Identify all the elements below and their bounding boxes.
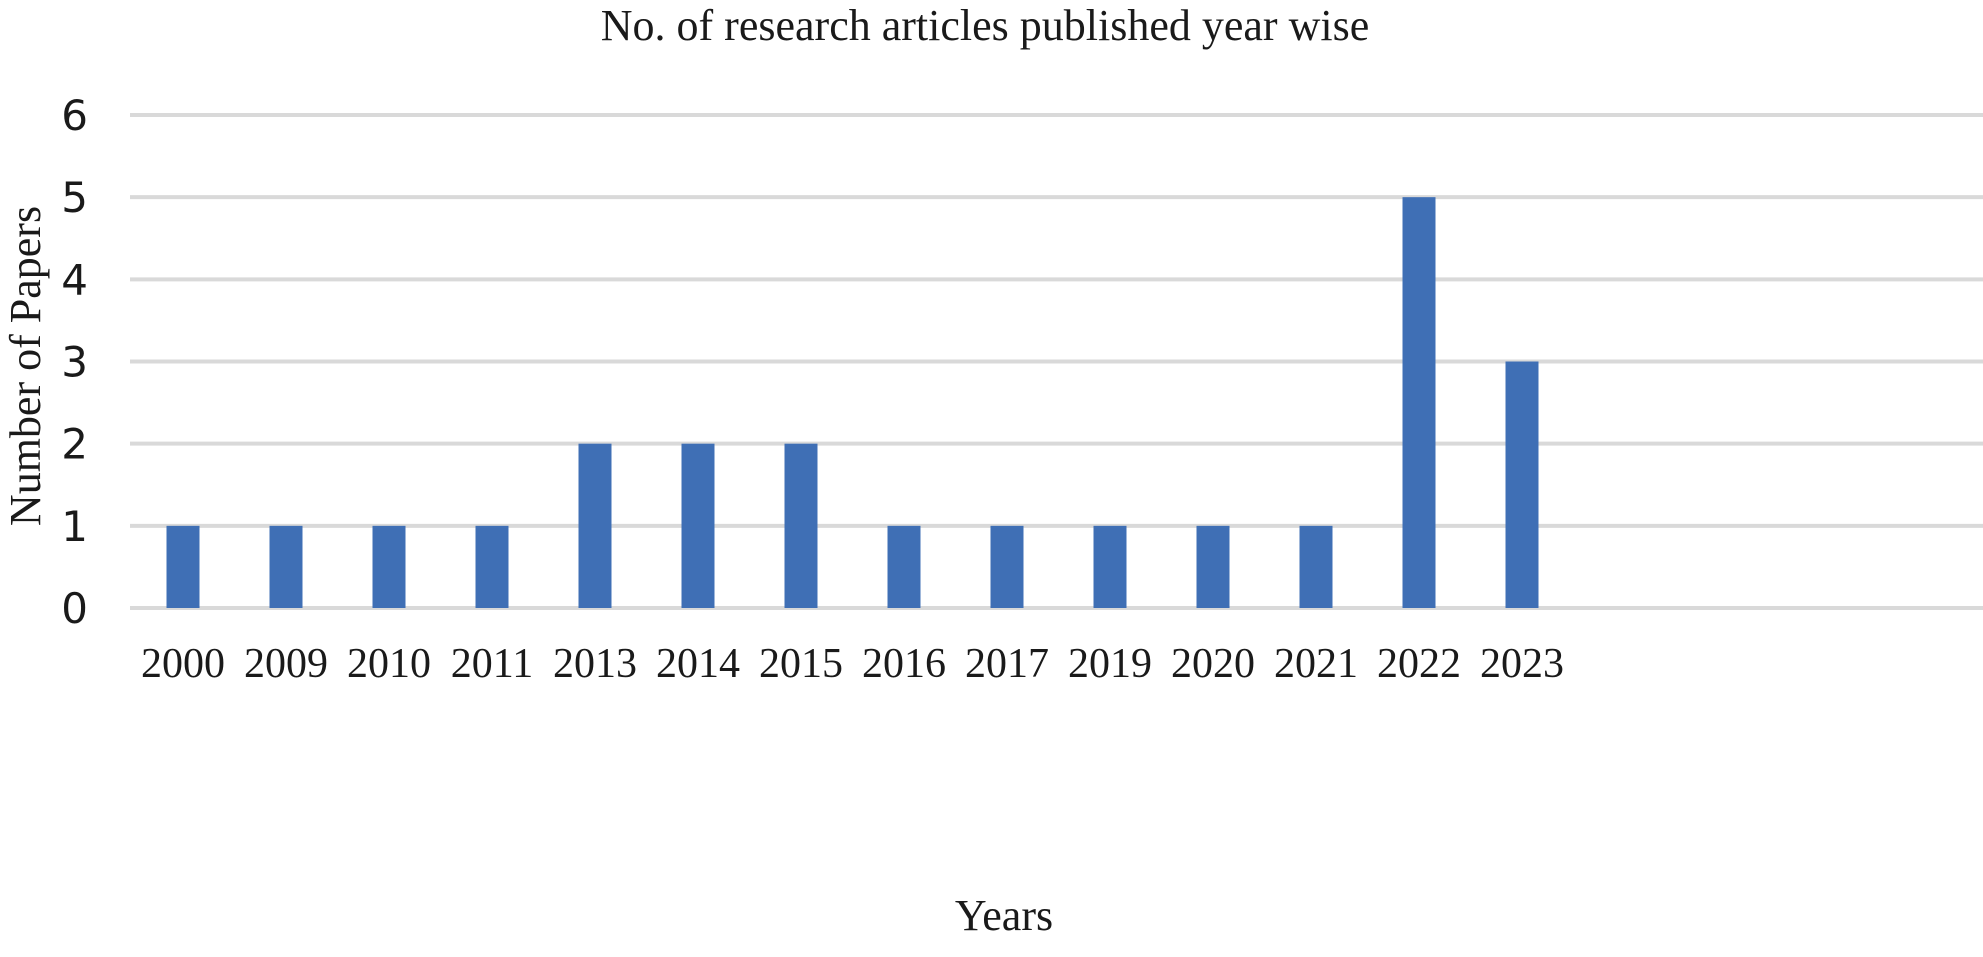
bar-2019 xyxy=(1093,525,1127,608)
x-axis-label: Years xyxy=(955,891,1053,940)
y-tick-label: 4 xyxy=(61,255,88,304)
bar-2022 xyxy=(1402,197,1436,608)
x-tick-label: 2015 xyxy=(759,641,843,687)
x-tick-label: 2019 xyxy=(1068,641,1152,687)
bar-2021 xyxy=(1299,525,1333,608)
y-axis-label: Number of Papers xyxy=(1,206,50,526)
x-tick-label: 2014 xyxy=(656,641,740,687)
x-tick-label: 2023 xyxy=(1480,641,1564,687)
x-tick-label: 2010 xyxy=(347,641,431,687)
x-tick-label: 2013 xyxy=(553,641,637,687)
x-tick-label: 2020 xyxy=(1171,641,1255,687)
chart-title: No. of research articles published year … xyxy=(601,1,1369,50)
y-axis-ticks: 0 1 2 3 4 5 6 xyxy=(61,91,88,633)
x-tick-label: 2009 xyxy=(244,641,328,687)
bar-2023 xyxy=(1505,361,1539,608)
y-tick-label: 1 xyxy=(61,502,88,551)
x-tick-label: 2011 xyxy=(451,641,533,687)
bar-2020 xyxy=(1196,525,1230,608)
bar-2017 xyxy=(990,525,1024,608)
y-tick-label: 0 xyxy=(61,584,88,633)
x-tick-label: 2017 xyxy=(965,641,1049,687)
x-tick-label: 2021 xyxy=(1274,641,1358,687)
bar-2009 xyxy=(269,525,303,608)
y-tick-label: 2 xyxy=(61,420,88,469)
y-tick-label: 6 xyxy=(61,91,88,140)
bar-2011 xyxy=(475,525,509,608)
bar-2000 xyxy=(166,525,200,608)
bar-2015 xyxy=(784,443,818,608)
bar-2013 xyxy=(578,443,612,608)
bar-2014 xyxy=(681,443,715,608)
bars xyxy=(166,197,1539,608)
x-tick-label: 2016 xyxy=(862,641,946,687)
y-tick-label: 5 xyxy=(61,173,88,222)
x-axis-ticks: 2000 2009 2010 2011 2013 2014 2015 2016 2017 2019… xyxy=(141,641,1564,687)
bar-2016 xyxy=(887,525,921,608)
x-tick-label: 2022 xyxy=(1377,641,1461,687)
gridlines xyxy=(130,113,1983,610)
bar-2010 xyxy=(372,525,406,608)
x-tick-label: 2000 xyxy=(141,641,225,687)
y-tick-label: 3 xyxy=(61,338,88,387)
